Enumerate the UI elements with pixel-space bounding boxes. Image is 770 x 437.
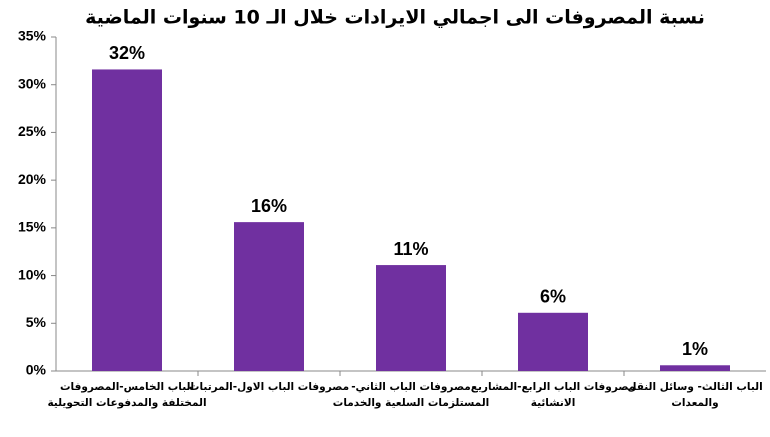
value-label: 6% [540, 287, 566, 307]
bar [234, 222, 304, 371]
y-tick-label: 25% [18, 123, 47, 139]
y-tick-label: 30% [18, 75, 47, 91]
y-tick-label: 15% [18, 219, 47, 235]
y-tick-label: 0% [26, 362, 47, 378]
bar [92, 69, 162, 372]
bar [660, 365, 730, 371]
value-label: 1% [682, 339, 708, 359]
x-tick-label: الانشائية [531, 397, 576, 409]
y-tick-label: 35% [18, 28, 47, 44]
x-tick-label: الباب الخامس-المصروفات [60, 381, 194, 393]
value-label: 11% [393, 239, 428, 259]
y-tick-label: 5% [26, 314, 47, 330]
value-label: 16% [251, 196, 287, 216]
bar [376, 265, 446, 371]
y-tick-label: 10% [18, 266, 47, 282]
x-tick-label: والمعدات [671, 397, 718, 409]
x-tick-label: مصروفات الباب الاول-المرتبات [189, 381, 349, 393]
value-label: 32% [109, 43, 145, 63]
x-tick-label: مصروفات الباب الثاني- [351, 381, 471, 393]
y-tick-label: 20% [18, 171, 47, 187]
bar [518, 312, 588, 371]
x-tick-label: المختلفة والمدفوعات التحويلية [47, 397, 206, 409]
x-tick-label: المستلزمات السلعية والخدمات [333, 397, 489, 409]
x-tick-label: الباب الثالث- وسائل النقل [627, 381, 762, 393]
chart-title: نسبة المصروفات الى اجمالي الايرادات خلال… [85, 7, 705, 29]
x-tick-label: مصروفات الباب الرابع-المشاريع [471, 381, 635, 393]
